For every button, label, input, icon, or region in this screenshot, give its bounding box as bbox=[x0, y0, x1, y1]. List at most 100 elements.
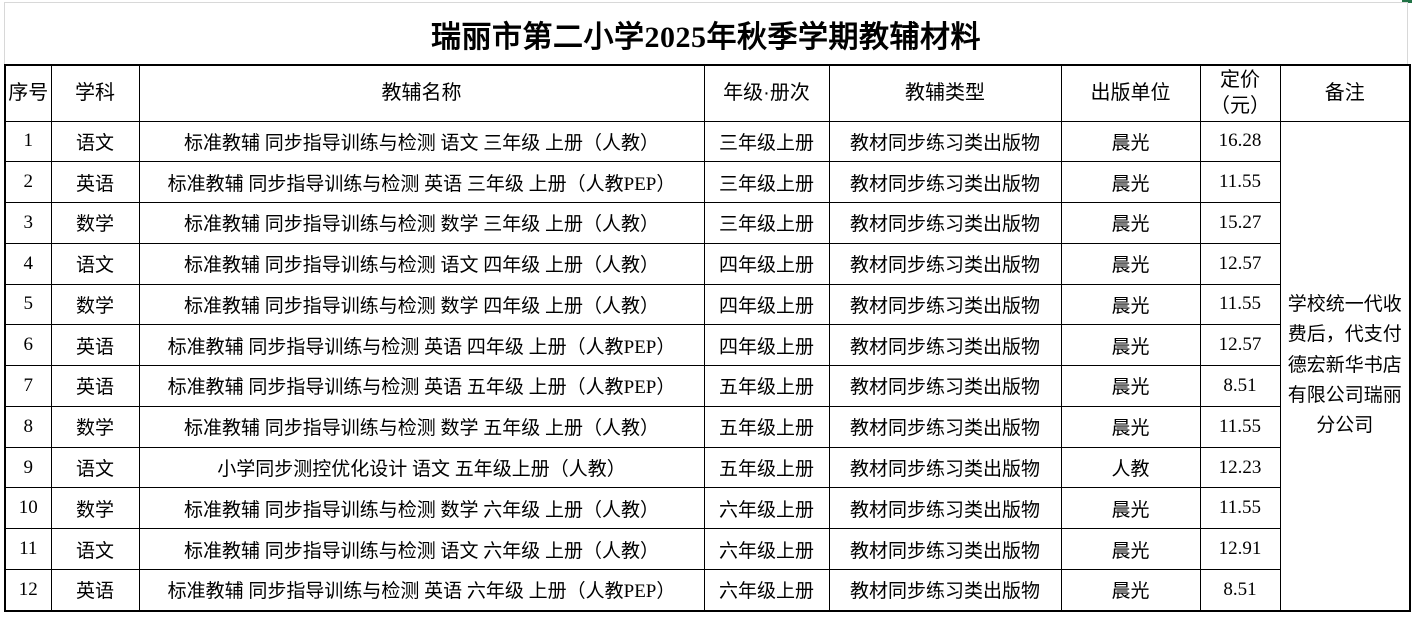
col-header-price-line2: （元） bbox=[1210, 95, 1270, 118]
cell-name: 标准教辅 同步指导训练与检测 数学 四年级 上册（人教） bbox=[138, 283, 705, 326]
header-row: 序号 学科 教辅名称 年级·册次 教辅类型 出版单位 定价 （元） 备注 bbox=[4, 64, 1411, 122]
col-header-grade: 年级·册次 bbox=[703, 64, 830, 122]
cell-name: 标准教辅 同步指导训练与检测 数学 六年级 上册（人教） bbox=[138, 487, 705, 530]
cell-grade: 四年级上册 bbox=[703, 324, 830, 367]
cell-no: 11 bbox=[4, 528, 52, 570]
cell-type: 教材同步练习类出版物 bbox=[828, 120, 1062, 163]
cell-price: 11.55 bbox=[1199, 487, 1281, 530]
col-header-note: 备注 bbox=[1279, 64, 1411, 122]
table-row: 1 语文 标准教辅 同步指导训练与检测 语文 三年级 上册（人教） 三年级上册 … bbox=[4, 120, 1411, 612]
cell-price: 12.57 bbox=[1199, 324, 1281, 367]
cell-no: 4 bbox=[4, 242, 52, 285]
cell-publisher: 人教 bbox=[1060, 446, 1201, 489]
cell-name: 标准教辅 同步指导训练与检测 英语 五年级 上册（人教PEP） bbox=[138, 365, 705, 407]
cell-name: 标准教辅 同步指导训练与检测 英语 四年级 上册（人教PEP） bbox=[138, 324, 705, 367]
cell-price: 12.23 bbox=[1199, 446, 1281, 489]
cell-price: 16.28 bbox=[1199, 120, 1281, 163]
cell-grade: 六年级上册 bbox=[703, 487, 830, 530]
cell-type: 教材同步练习类出版物 bbox=[828, 446, 1062, 489]
cell-no: 7 bbox=[4, 365, 52, 407]
cell-publisher: 晨光 bbox=[1060, 365, 1201, 407]
cell-type: 教材同步练习类出版物 bbox=[828, 405, 1062, 448]
cell-price: 11.55 bbox=[1199, 283, 1281, 326]
cell-grade: 五年级上册 bbox=[703, 446, 830, 489]
cell-grade: 五年级上册 bbox=[703, 365, 830, 407]
cell-subject: 英语 bbox=[50, 365, 140, 407]
cell-publisher: 晨光 bbox=[1060, 487, 1201, 530]
cell-type: 教材同步练习类出版物 bbox=[828, 283, 1062, 326]
cell-subject: 英语 bbox=[50, 324, 140, 367]
cell-subject: 语文 bbox=[50, 120, 140, 163]
cell-type: 教材同步练习类出版物 bbox=[828, 202, 1062, 244]
cell-grade: 六年级上册 bbox=[703, 568, 830, 612]
cell-grade: 六年级上册 bbox=[703, 528, 830, 570]
table-row: 10 数学 标准教辅 同步指导训练与检测 数学 六年级 上册（人教） 六年级上册… bbox=[4, 487, 1410, 530]
col-header-type: 教辅类型 bbox=[828, 64, 1062, 122]
sheet-corner-marker bbox=[1402, 0, 1412, 3]
cell-grade: 四年级上册 bbox=[703, 242, 830, 285]
cell-no: 1 bbox=[4, 120, 52, 163]
col-header-name: 教辅名称 bbox=[138, 64, 705, 122]
cell-publisher: 晨光 bbox=[1060, 161, 1201, 204]
cell-no: 9 bbox=[4, 446, 52, 489]
cell-no: 12 bbox=[4, 568, 52, 612]
cell-type: 教材同步练习类出版物 bbox=[828, 324, 1062, 367]
col-header-price: 定价 （元） bbox=[1199, 64, 1281, 122]
materials-table: 序号 学科 教辅名称 年级·册次 教辅类型 出版单位 定价 （元） 备注 1 语… bbox=[4, 64, 1411, 612]
cell-type: 教材同步练习类出版物 bbox=[828, 242, 1062, 285]
cell-no: 10 bbox=[4, 487, 52, 530]
cell-subject: 数学 bbox=[50, 283, 140, 326]
table-row: 7 英语 标准教辅 同步指导训练与检测 英语 五年级 上册（人教PEP） 五年级… bbox=[4, 365, 1410, 407]
title-area: 瑞丽市第二小学2025年秋季学期教辅材料 bbox=[4, 2, 1408, 64]
cell-no: 2 bbox=[4, 161, 52, 204]
cell-name: 标准教辅 同步指导训练与检测 数学 三年级 上册（人教） bbox=[138, 202, 705, 244]
col-header-no: 序号 bbox=[4, 64, 52, 122]
cell-type: 教材同步练习类出版物 bbox=[828, 365, 1062, 407]
cell-no: 6 bbox=[4, 324, 52, 367]
col-header-price-line1: 定价 bbox=[1220, 69, 1260, 92]
cell-price: 12.57 bbox=[1199, 242, 1281, 285]
cell-price: 11.55 bbox=[1199, 405, 1281, 448]
cell-subject: 数学 bbox=[50, 202, 140, 244]
cell-subject: 语文 bbox=[50, 242, 140, 285]
cell-no: 5 bbox=[4, 283, 52, 326]
table-row: 6 英语 标准教辅 同步指导训练与检测 英语 四年级 上册（人教PEP） 四年级… bbox=[4, 324, 1410, 367]
cell-subject: 数学 bbox=[50, 405, 140, 448]
cell-subject: 英语 bbox=[50, 161, 140, 204]
page-title: 瑞丽市第二小学2025年秋季学期教辅材料 bbox=[431, 20, 981, 54]
cell-name: 标准教辅 同步指导训练与检测 语文 四年级 上册（人教） bbox=[138, 242, 705, 285]
cell-name: 标准教辅 同步指导训练与检测 英语 三年级 上册（人教PEP） bbox=[138, 161, 705, 204]
cell-no: 3 bbox=[4, 202, 52, 244]
cell-publisher: 晨光 bbox=[1060, 405, 1201, 448]
note-cell: 学校统一代收费后，代支付德宏新华书店有限公司瑞丽分公司 bbox=[1279, 120, 1411, 612]
col-header-publisher: 出版单位 bbox=[1060, 64, 1201, 122]
table-row: 9 语文 小学同步测控优化设计 语文 五年级上册（人教） 五年级上册 教材同步练… bbox=[4, 446, 1410, 489]
col-header-subject: 学科 bbox=[50, 64, 140, 122]
cell-subject: 英语 bbox=[50, 568, 140, 612]
table-row: 2 英语 标准教辅 同步指导训练与检测 英语 三年级 上册（人教PEP） 三年级… bbox=[4, 161, 1410, 204]
cell-publisher: 晨光 bbox=[1060, 242, 1201, 285]
cell-publisher: 晨光 bbox=[1060, 568, 1201, 612]
cell-publisher: 晨光 bbox=[1060, 324, 1201, 367]
table-row: 3 数学 标准教辅 同步指导训练与检测 数学 三年级 上册（人教） 三年级上册 … bbox=[4, 202, 1410, 244]
cell-publisher: 晨光 bbox=[1060, 528, 1201, 570]
cell-no: 8 bbox=[4, 405, 52, 448]
cell-grade: 三年级上册 bbox=[703, 161, 830, 204]
cell-subject: 数学 bbox=[50, 487, 140, 530]
cell-price: 12.91 bbox=[1199, 528, 1281, 570]
cell-type: 教材同步练习类出版物 bbox=[828, 528, 1062, 570]
cell-type: 教材同步练习类出版物 bbox=[828, 568, 1062, 612]
cell-grade: 四年级上册 bbox=[703, 283, 830, 326]
table-row: 12 英语 标准教辅 同步指导训练与检测 英语 六年级 上册（人教PEP） 六年… bbox=[4, 568, 1410, 612]
cell-name: 标准教辅 同步指导训练与检测 语文 三年级 上册（人教） bbox=[138, 120, 705, 163]
cell-price: 8.51 bbox=[1199, 365, 1281, 407]
cell-name: 标准教辅 同步指导训练与检测 数学 五年级 上册（人教） bbox=[138, 405, 705, 448]
cell-publisher: 晨光 bbox=[1060, 283, 1201, 326]
cell-price: 15.27 bbox=[1199, 202, 1281, 244]
cell-publisher: 晨光 bbox=[1060, 202, 1201, 244]
cell-type: 教材同步练习类出版物 bbox=[828, 487, 1062, 530]
table-row: 11 语文 标准教辅 同步指导训练与检测 语文 六年级 上册（人教） 六年级上册… bbox=[4, 528, 1410, 570]
cell-subject: 语文 bbox=[50, 446, 140, 489]
cell-name: 标准教辅 同步指导训练与检测 英语 六年级 上册（人教PEP） bbox=[138, 568, 705, 612]
